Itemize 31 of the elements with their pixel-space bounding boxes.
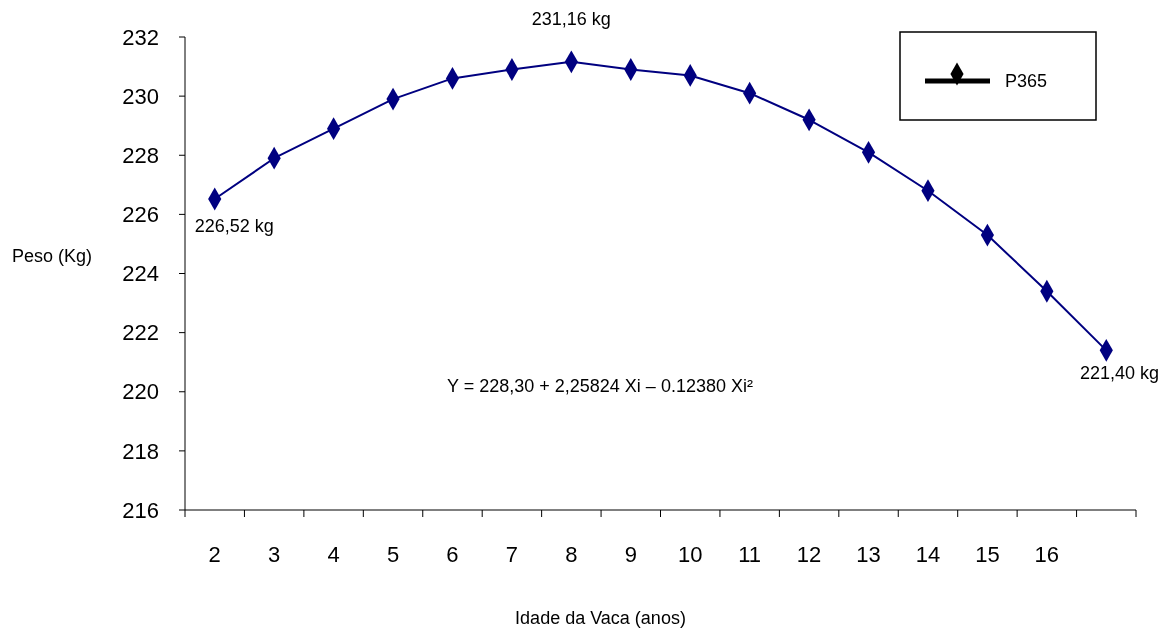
x-tick-label: 11 bbox=[738, 542, 762, 567]
y-tick-label: 230 bbox=[122, 83, 159, 109]
x-axis-title: Idade da Vaca (anos) bbox=[515, 608, 686, 628]
x-tick-label: 5 bbox=[386, 542, 400, 567]
x-tick-label: 15 bbox=[975, 542, 1000, 567]
x-tick-label: 4 bbox=[327, 542, 340, 567]
annotation: Y = 228,30 + 2,25824 Xi – 0.12380 Xi² bbox=[447, 376, 753, 396]
x-tick-label: 16 bbox=[1034, 542, 1060, 567]
y-tick-label: 228 bbox=[122, 142, 159, 168]
x-tick-label: 9 bbox=[624, 542, 637, 567]
annotation: 221,40 kg bbox=[1079, 363, 1159, 384]
y-axis-title: Peso (Kg) bbox=[12, 246, 93, 266]
y-tick-label: 232 bbox=[122, 24, 159, 50]
annotation: 231,16 kg bbox=[531, 8, 611, 29]
x-tick-label: 14 bbox=[915, 542, 941, 567]
x-tick-label: 12 bbox=[796, 542, 822, 567]
y-tick-label: 218 bbox=[122, 438, 159, 464]
y-tick-label: 220 bbox=[122, 379, 159, 405]
y-tick-label: 222 bbox=[122, 320, 159, 346]
x-tick-label: 13 bbox=[856, 542, 881, 567]
x-tick-label: 8 bbox=[565, 542, 578, 567]
y-tick-label: 216 bbox=[122, 497, 159, 523]
x-tick-label: 7 bbox=[505, 542, 519, 567]
legend: P365 bbox=[899, 31, 1097, 121]
x-tick-label: 3 bbox=[268, 542, 281, 567]
annotation: 226,52 kg bbox=[194, 216, 274, 236]
x-tick-label: 2 bbox=[208, 542, 221, 567]
y-tick-label: 226 bbox=[122, 202, 159, 228]
x-tick-label: 10 bbox=[677, 542, 703, 567]
y-tick-label: 224 bbox=[122, 261, 159, 287]
x-tick-label: 6 bbox=[446, 542, 459, 567]
